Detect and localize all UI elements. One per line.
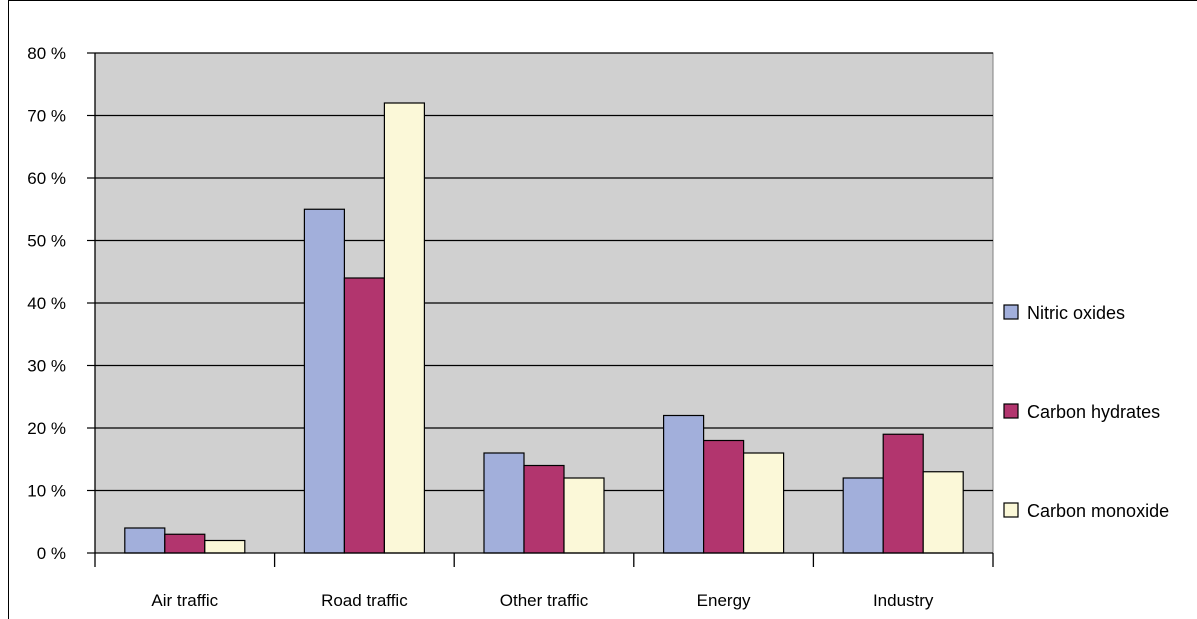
bar-carbon-hydrates — [343, 277, 385, 554]
legend-swatch — [1003, 502, 1019, 518]
legend-swatch — [1003, 403, 1019, 419]
bars — [124, 102, 964, 554]
bar-nitric-oxides — [483, 452, 525, 554]
legend-label: Carbon hydrates — [1027, 402, 1160, 422]
bar-nitric-oxides — [303, 208, 345, 554]
y-tick-label: 20 % — [27, 419, 66, 438]
bar-carbon-monoxide — [742, 452, 785, 554]
x-tick-label: Industry — [873, 591, 934, 610]
legend-label: Nitric oxides — [1027, 303, 1125, 323]
y-tick-label: 40 % — [27, 294, 66, 313]
bar-carbon-hydrates — [702, 439, 745, 554]
bar-carbon-hydrates — [882, 433, 924, 554]
chart-frame — [8, 0, 1197, 619]
x-tick-label: Energy — [697, 591, 751, 610]
x-tick-label: Road traffic — [321, 591, 408, 610]
bar-carbon-monoxide — [563, 477, 605, 554]
bar-carbon-monoxide — [383, 102, 425, 554]
y-tick-label: 10 % — [27, 482, 66, 501]
legend: Nitric oxides Carbon hydrates Carbon monox… — [1003, 303, 1169, 521]
bar-nitric-oxides — [842, 477, 884, 554]
bar-carbon-hydrates — [523, 464, 565, 554]
y-tick-label: 80 % — [27, 44, 66, 63]
y-tick-label: 0 % — [37, 544, 66, 563]
legend-label: Carbon monoxide — [1027, 501, 1169, 521]
bar-carbon-monoxide — [922, 471, 964, 554]
x-tick-label: Air traffic — [151, 591, 218, 610]
axes: 0 % 10 % 20 % 30 % 40 % 50 % 60 % 70 % 80 % Air t… — [27, 44, 994, 610]
legend-swatch — [1003, 304, 1019, 320]
y-tick-label: 50 % — [27, 232, 66, 251]
y-tick-label: 30 % — [27, 357, 66, 376]
bar-nitric-oxides — [662, 414, 705, 554]
bar-carbon-monoxide — [204, 539, 246, 554]
y-tick-label: 60 % — [27, 169, 66, 188]
x-tick-label: Other traffic — [500, 591, 589, 610]
bar-nitric-oxides — [124, 527, 166, 554]
y-tick-label: 70 % — [27, 107, 66, 126]
bar-carbon-hydrates — [164, 533, 206, 554]
